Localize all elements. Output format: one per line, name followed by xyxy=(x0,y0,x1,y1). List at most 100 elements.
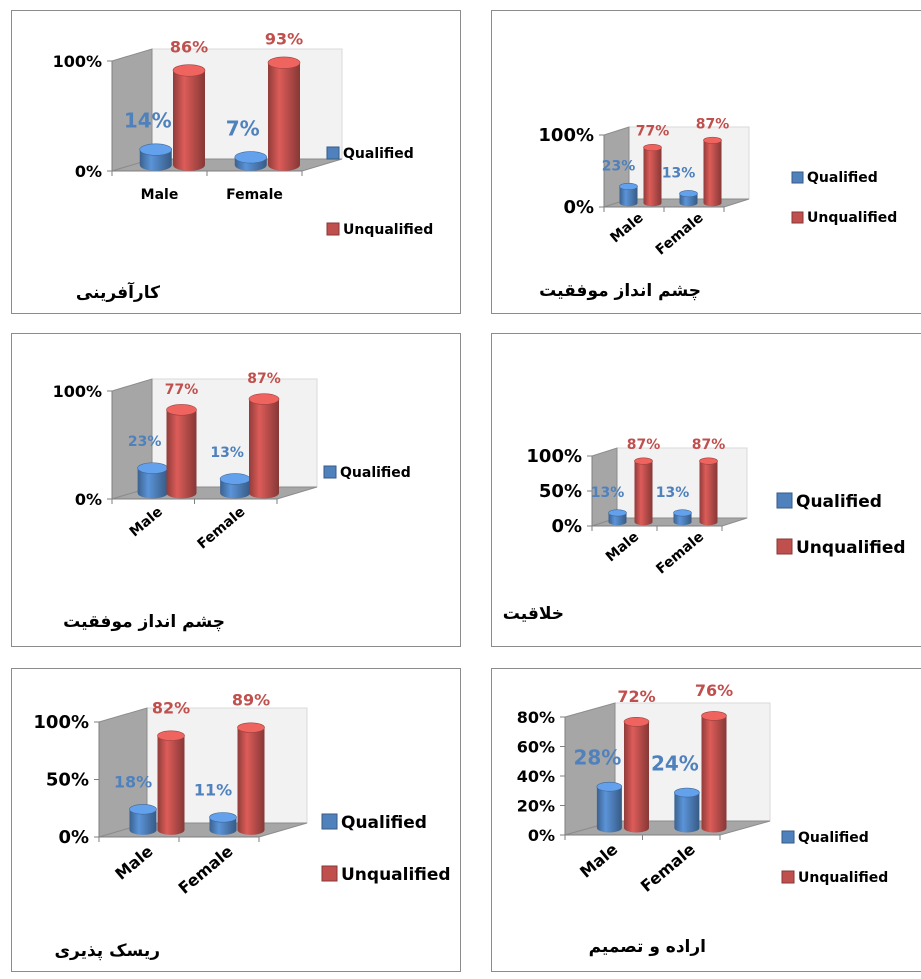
legend-swatch xyxy=(326,222,340,236)
legend-label: Unqualified xyxy=(343,222,433,238)
y-tick-label: 0% xyxy=(75,162,102,181)
bar-unqualified xyxy=(623,716,650,833)
data-label: 87% xyxy=(247,371,281,387)
data-label: 14% xyxy=(124,109,172,133)
legend-swatch xyxy=(781,870,795,884)
legend-swatch xyxy=(321,813,338,830)
chart-title: کارآفرینی xyxy=(75,283,160,303)
bar-unqualified xyxy=(703,136,722,207)
legend-label: Qualified xyxy=(343,146,414,162)
bar-qualified xyxy=(129,804,157,835)
category-label: Female xyxy=(653,210,707,259)
y-tick-label: 100% xyxy=(526,446,582,467)
data-label: 13% xyxy=(656,485,690,501)
bar-qualified xyxy=(619,182,638,207)
bar-unqualified xyxy=(248,393,280,499)
legend-label: Unqualified xyxy=(796,538,906,558)
y-tick-label: 100% xyxy=(53,52,102,71)
legend-swatch xyxy=(776,492,793,509)
y-tick-label: 0% xyxy=(551,516,582,537)
legend-label: Qualified xyxy=(798,830,869,846)
chart-panel-entrepreneurship: 0% 100% 14% 86% Male 7% 93% Female Qualified Unqu… xyxy=(11,10,461,314)
bar-unqualified xyxy=(267,56,301,171)
data-label: 23% xyxy=(128,434,162,450)
chart-panel-creativity: 0% 50% 100% 13% 87% Male 13% 87% Female Qualified… xyxy=(491,333,921,647)
bar-unqualified xyxy=(643,144,662,207)
y-tick-label: 50% xyxy=(46,770,89,791)
chart-panel-will-decision: 0% 20% 40% 60% 80% 28% 72% Male 24% 76% Female Qual… xyxy=(491,668,921,972)
bar-unqualified xyxy=(701,711,727,833)
data-label: 76% xyxy=(695,681,733,700)
data-label: 87% xyxy=(627,437,661,453)
data-label: 7% xyxy=(226,116,260,140)
bar-unqualified xyxy=(237,722,265,835)
legend-swatch xyxy=(776,538,793,555)
category-label: Female xyxy=(226,187,283,203)
data-label: 89% xyxy=(232,691,270,710)
legend-label: Qualified xyxy=(807,170,878,186)
data-label: 23% xyxy=(602,158,636,174)
data-label: 28% xyxy=(573,746,621,770)
category-label: Male xyxy=(576,839,621,881)
legend-swatch xyxy=(321,865,338,882)
bar-unqualified xyxy=(166,404,197,499)
y-tick-label: 100% xyxy=(538,125,594,146)
data-label: 13% xyxy=(662,166,696,182)
bar-qualified xyxy=(219,473,251,499)
legend-swatch xyxy=(326,146,340,160)
bar-qualified xyxy=(673,509,692,526)
y-tick-label: 0% xyxy=(563,197,594,218)
legend-swatch xyxy=(323,465,337,479)
category-label: Male xyxy=(111,841,156,883)
bar-qualified xyxy=(608,509,627,526)
data-label: 13% xyxy=(210,445,244,461)
y-tick-label: 0% xyxy=(58,827,89,848)
data-label: 77% xyxy=(636,124,670,140)
data-label: 24% xyxy=(651,752,699,776)
y-tick-label: 20% xyxy=(517,797,555,816)
bar-unqualified xyxy=(157,730,185,835)
bar-unqualified xyxy=(634,457,653,526)
chart-title: چشم انداز موفقیت xyxy=(63,612,225,632)
legend-swatch xyxy=(791,171,804,184)
category-label: Male xyxy=(607,210,646,246)
bar-qualified xyxy=(679,190,698,207)
chart-title: چشم انداز موفقیت xyxy=(539,281,701,301)
y-tick-label: 80% xyxy=(517,708,555,727)
legend-swatch xyxy=(791,211,804,224)
legend-label: Qualified xyxy=(340,465,411,481)
chart-panel-success-vision-2: 0% 100% 23% 77% Male 13% 87% Female Qualified چش… xyxy=(11,333,461,647)
bar-unqualified xyxy=(172,64,206,171)
data-label: 93% xyxy=(265,30,303,49)
data-label: 72% xyxy=(617,687,655,706)
chart-entrepreneurship: 0% 100% 14% 86% Male 7% 93% Female Qualified Unqu… xyxy=(53,30,434,238)
bar-unqualified xyxy=(699,457,718,526)
data-label: 11% xyxy=(194,780,232,799)
legend-swatch xyxy=(781,830,795,844)
chart-panel-risk-taking: 0% 50% 100% 18% 82% Male 11% 89% Female Qualified… xyxy=(11,668,461,972)
chart-title: خلاقیت xyxy=(502,604,564,624)
bar-qualified xyxy=(596,781,623,833)
y-tick-label: 60% xyxy=(517,738,555,757)
legend-label: Unqualified xyxy=(341,865,451,885)
legend-label: Qualified xyxy=(341,813,427,833)
chart-panel-success-vision-1: 0% 100% 23% 77% Male 13% 87% Female Qualified Unq… xyxy=(491,10,921,314)
category-label: Female xyxy=(653,529,707,578)
y-tick-label: 50% xyxy=(539,481,582,502)
data-label: 86% xyxy=(170,37,208,56)
data-label: 82% xyxy=(152,699,190,718)
chart-success-vision-2: 0% 100% 23% 77% Male 13% 87% Female Qualified xyxy=(53,371,411,553)
chart-success-vision-1: 0% 100% 23% 77% Male 13% 87% Female Qualified Unq… xyxy=(538,116,897,259)
chart-creativity: 0% 50% 100% 13% 87% Male 13% 87% Female Qualified… xyxy=(526,437,906,578)
y-tick-label: 100% xyxy=(53,382,102,401)
y-tick-label: 0% xyxy=(528,826,555,845)
legend-label: Unqualified xyxy=(798,870,888,886)
category-label: Male xyxy=(141,187,179,203)
category-label: Female xyxy=(195,504,249,553)
legend-label: Qualified xyxy=(796,492,882,512)
category-label: Female xyxy=(637,839,699,895)
chart-risk-taking: 0% 50% 100% 18% 82% Male 11% 89% Female Qualified… xyxy=(33,691,451,898)
data-label: 87% xyxy=(692,437,726,453)
chart-title: اراده و تصمیم xyxy=(588,937,706,957)
chart-will-decision: 0% 20% 40% 60% 80% 28% 72% Male 24% 76% Female Qual… xyxy=(517,681,889,896)
